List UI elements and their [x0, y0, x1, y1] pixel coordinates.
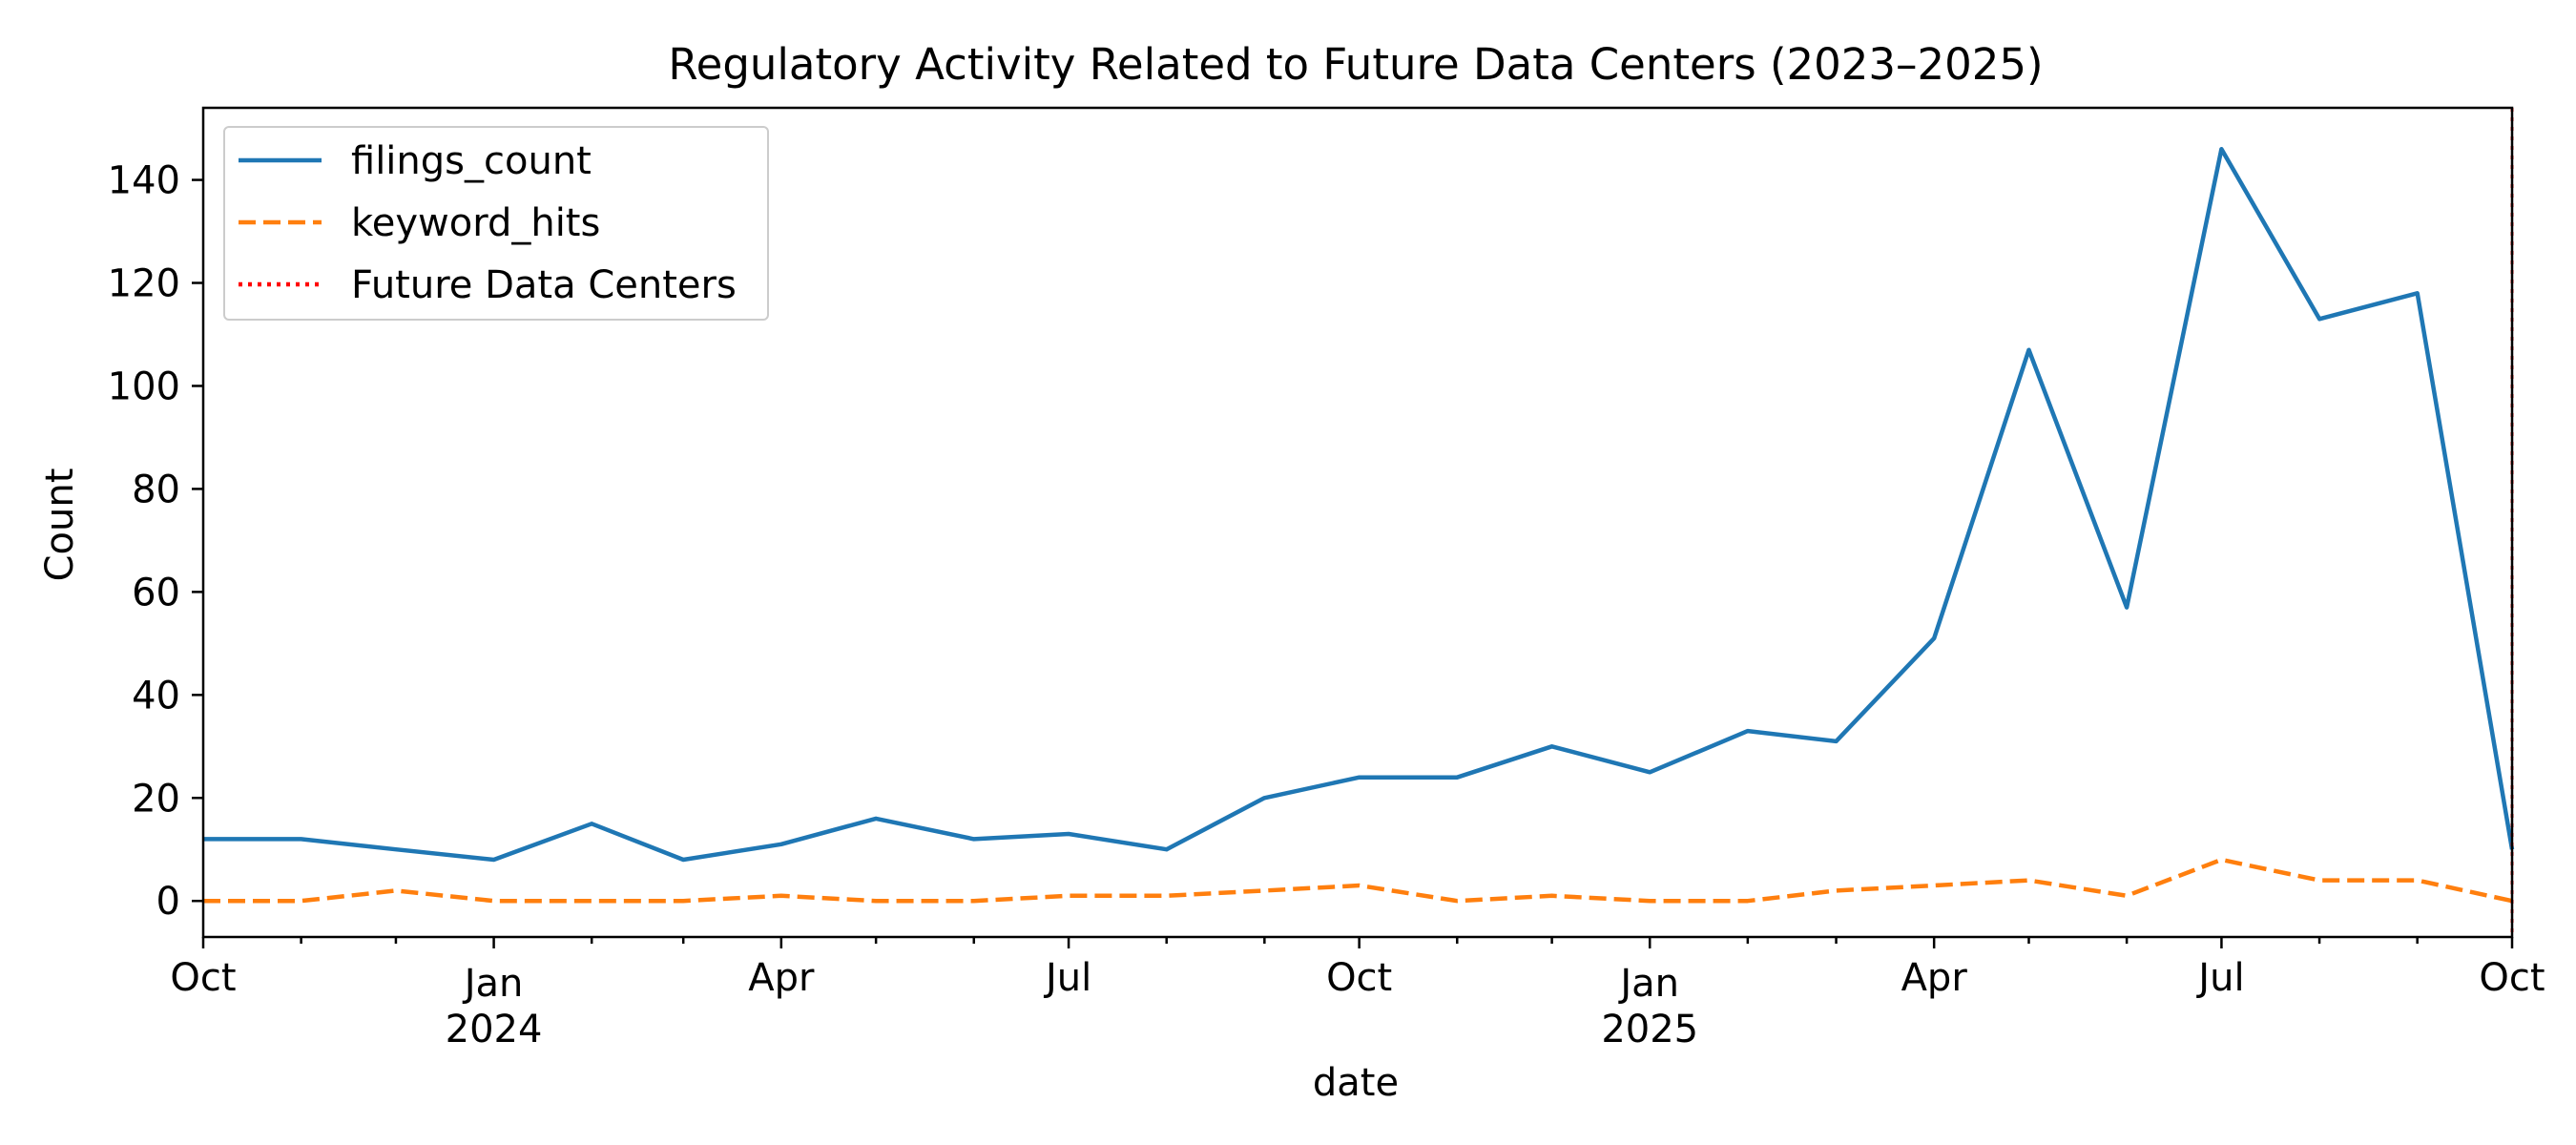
y-axis-label: Count [38, 468, 82, 582]
legend-label-keyword-hits: keyword_hits [351, 201, 600, 245]
plot-frame [201, 106, 2514, 939]
x-tick-label: Jan [462, 962, 524, 1006]
series-line-filings-count [203, 146, 2515, 863]
x-tick-label: Oct [170, 956, 236, 1000]
x-tick-label: Jul [2195, 956, 2244, 1000]
series-line-keyword-hits [203, 857, 2513, 904]
x-tick-year-label: 2024 [446, 1008, 543, 1051]
series-layer [203, 108, 2515, 937]
x-tick-label: Oct [2479, 956, 2545, 1000]
y-tick-label: 120 [108, 262, 180, 306]
legend-box [223, 126, 769, 321]
y-tick-label: 100 [108, 364, 180, 408]
legend-label-future-data-centers: Future Data Centers [351, 263, 737, 307]
x-tick-label: Jul [1043, 956, 1091, 1000]
chart-title: Regulatory Activity Related to Future Da… [668, 39, 2043, 90]
y-tick-label: 40 [132, 674, 180, 718]
x-tick-label: Oct [1326, 956, 1392, 1000]
legend: filings_count keyword_hits Future Data C… [223, 126, 769, 321]
y-tick-label: 140 [108, 159, 180, 203]
x-tick-label: Jan [1617, 962, 1679, 1006]
y-tick-label: 20 [132, 777, 180, 821]
y-tick-label: 80 [132, 468, 180, 511]
x-tick-label: Apr [748, 956, 815, 1000]
x-tick-year-label: 2025 [1601, 1008, 1698, 1051]
y-tick-label: 0 [156, 880, 180, 924]
x-axis-label: date [1313, 1061, 1399, 1105]
y-tick-label: 60 [132, 571, 180, 614]
x-tick-label: Apr [1901, 956, 1968, 1000]
legend-label-filings-count: filings_count [351, 139, 592, 183]
